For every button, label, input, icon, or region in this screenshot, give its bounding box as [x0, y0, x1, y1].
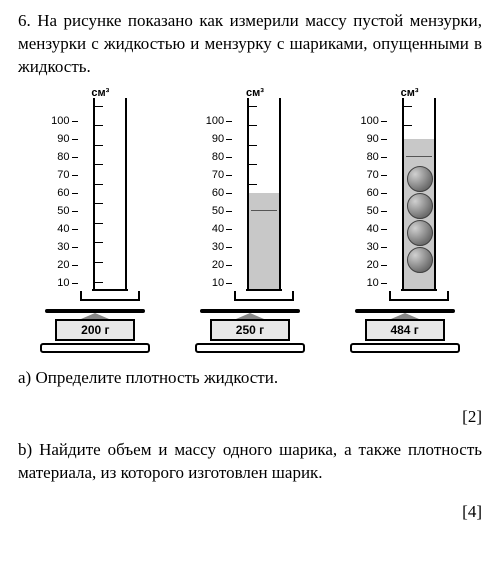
- scale: 100908070605040302010: [206, 113, 232, 293]
- scale-device: 484 г: [350, 309, 460, 353]
- tick-90: 90: [360, 131, 386, 149]
- tick-10: 10: [360, 275, 386, 293]
- tick-100: 100: [206, 113, 232, 131]
- tick-20: 20: [206, 257, 232, 275]
- figure-3: см³100908070605040302010484 г: [335, 86, 475, 353]
- tick-30: 30: [206, 239, 232, 257]
- tick-40: 40: [206, 221, 232, 239]
- problem-number: 6.: [18, 11, 31, 30]
- part-b: b) Найдите объем и массу одного шарика, …: [18, 439, 482, 485]
- tick-70: 70: [51, 167, 77, 185]
- tick-80: 80: [206, 149, 232, 167]
- scale: 100908070605040302010: [360, 113, 386, 293]
- ball-3: [407, 220, 433, 246]
- cylinder-tube: [402, 98, 436, 293]
- cylinder-tube: [93, 98, 127, 293]
- cylinder-base: [234, 291, 294, 301]
- problem-statement: 6. На рисунке показано как измерили масс…: [18, 10, 482, 79]
- part-b-points: [4]: [18, 501, 482, 524]
- tick-20: 20: [51, 257, 77, 275]
- tick-20: 20: [360, 257, 386, 275]
- liquid: [249, 193, 279, 291]
- tick-50: 50: [51, 203, 77, 221]
- tick-80: 80: [51, 149, 77, 167]
- scale-base: [350, 343, 460, 353]
- scale-base: [195, 343, 305, 353]
- part-a: a) Определите плотность жидкости.: [18, 367, 482, 390]
- tick-50: 50: [360, 203, 386, 221]
- figure-2: см³100908070605040302010250 г: [180, 86, 320, 353]
- tick-100: 100: [360, 113, 386, 131]
- tick-90: 90: [51, 131, 77, 149]
- tick-60: 60: [206, 185, 232, 203]
- scale: 100908070605040302010: [51, 113, 77, 293]
- tick-10: 10: [51, 275, 77, 293]
- scale-device: 200 г: [40, 309, 150, 353]
- tick-40: 40: [51, 221, 77, 239]
- scale-device: 250 г: [195, 309, 305, 353]
- figure-1: см³100908070605040302010200 г: [25, 86, 165, 353]
- tick-100: 100: [51, 113, 77, 131]
- cylinder-wrap: 100908070605040302010: [360, 103, 448, 303]
- tick-50: 50: [206, 203, 232, 221]
- tick-90: 90: [206, 131, 232, 149]
- tick-60: 60: [51, 185, 77, 203]
- old-level-mark: [251, 210, 277, 211]
- old-level-mark: [406, 156, 432, 157]
- cylinder-wrap: 100908070605040302010: [206, 103, 294, 303]
- part-a-points: [2]: [18, 406, 482, 429]
- tick-30: 30: [51, 239, 77, 257]
- tick-60: 60: [360, 185, 386, 203]
- tick-10: 10: [206, 275, 232, 293]
- tick-70: 70: [360, 167, 386, 185]
- problem-body: На рисунке показано как измерили массу п…: [18, 11, 482, 76]
- cylinder-base: [389, 291, 449, 301]
- ball-4: [407, 247, 433, 273]
- tick-80: 80: [360, 149, 386, 167]
- ball-2: [407, 193, 433, 219]
- cylinder-wrap: 100908070605040302010: [51, 103, 139, 303]
- figures-row: см³100908070605040302010200 гсм³10090807…: [18, 93, 482, 353]
- scale-base: [40, 343, 150, 353]
- mass-readout: 484 г: [365, 319, 445, 341]
- cylinder-tube: [247, 98, 281, 293]
- ball-1: [407, 166, 433, 192]
- cylinder-base: [80, 291, 140, 301]
- mass-readout: 250 г: [210, 319, 290, 341]
- mass-readout: 200 г: [55, 319, 135, 341]
- tick-40: 40: [360, 221, 386, 239]
- tick-30: 30: [360, 239, 386, 257]
- tick-70: 70: [206, 167, 232, 185]
